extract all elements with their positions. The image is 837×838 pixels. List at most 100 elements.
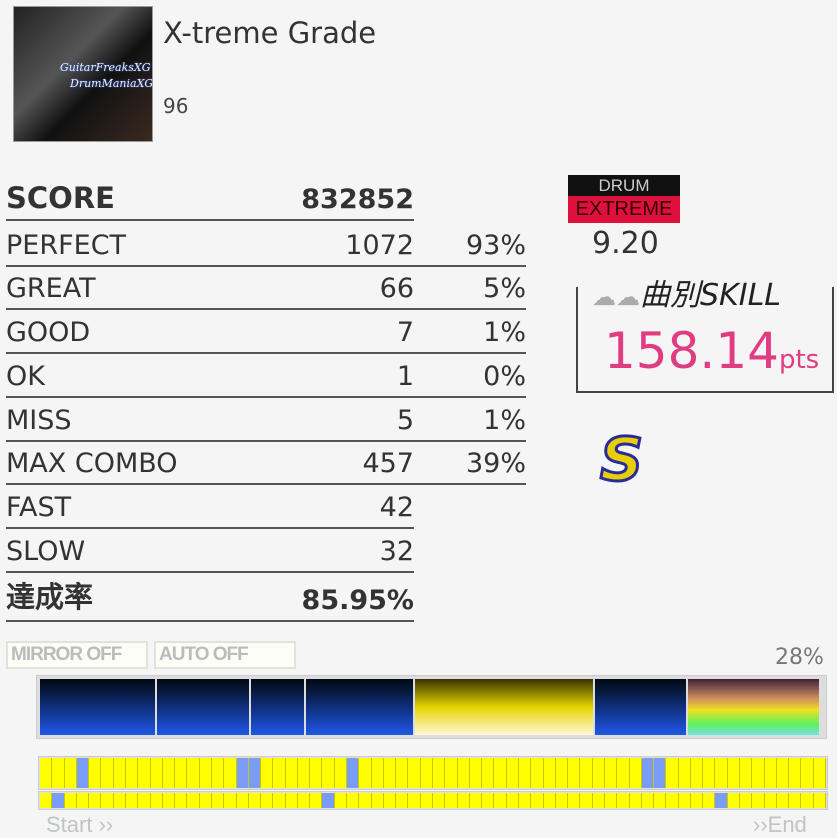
timeline-cell xyxy=(813,758,826,788)
score-row: SCORE 832852 xyxy=(6,176,414,221)
timeline-cell xyxy=(273,793,286,808)
timeline-cell xyxy=(224,793,237,808)
timeline-cell xyxy=(801,793,814,808)
timeline-cell xyxy=(654,793,667,808)
timeline-cell xyxy=(801,758,814,788)
timeline-cell xyxy=(211,793,225,808)
timeline-cell xyxy=(199,758,212,788)
stat-row-max-combo: MAX COMBO 457 39% xyxy=(6,440,526,485)
timeline-cell xyxy=(138,758,151,788)
timeline-cell xyxy=(64,793,77,808)
timeline-cell xyxy=(715,758,728,788)
timeline-cell xyxy=(40,793,53,808)
timeline-cell xyxy=(285,793,298,808)
timeline-cell xyxy=(347,793,360,808)
timeline-cell xyxy=(113,793,126,808)
timeline-cell xyxy=(150,758,163,788)
row-value: 85.95% xyxy=(301,585,414,616)
skill-title: 曲別SKILL xyxy=(640,278,781,313)
timeline-cell xyxy=(469,758,483,788)
start-label: Start ›› xyxy=(46,812,114,837)
skill-box xyxy=(576,287,834,393)
row-value: 7 xyxy=(396,317,414,348)
timeline-cell xyxy=(445,793,458,808)
timeline-cell xyxy=(125,793,139,808)
timeline-cell xyxy=(543,793,556,808)
timeline-cell xyxy=(482,793,495,808)
timeline-cell xyxy=(261,793,274,808)
timeline-cell xyxy=(285,758,298,788)
logo-guitarfreaks: GuitarFreaksXG xyxy=(60,61,151,74)
timeline-cell xyxy=(162,758,176,788)
cloud-icon: ☁☁ xyxy=(592,283,640,311)
timeline-cell xyxy=(690,758,704,788)
timeline-cell xyxy=(101,758,114,788)
difficulty-instrument: DRUM xyxy=(568,175,680,196)
timeline-cell xyxy=(187,758,200,788)
timeline-cell xyxy=(531,793,544,808)
row-percent: 0% xyxy=(483,361,526,392)
timeline-cell xyxy=(359,758,372,788)
row-label: FAST xyxy=(6,492,72,523)
progress-percent: 28% xyxy=(775,645,824,670)
timeline-cell xyxy=(175,793,188,808)
timeline-cell xyxy=(396,793,409,808)
row-label: 達成率 xyxy=(6,580,94,614)
timeline-cell xyxy=(236,758,249,788)
timeline-cell xyxy=(617,758,630,788)
timeline-cell xyxy=(592,758,605,788)
timeline-cell xyxy=(703,793,716,808)
skill-number: 158.14 xyxy=(604,322,779,380)
timeline-cell xyxy=(555,793,569,808)
gauge-segment xyxy=(414,679,593,735)
timeline-cell xyxy=(592,793,605,808)
timeline-cell xyxy=(310,758,323,788)
achievement-row: 達成率 85.95% xyxy=(6,577,414,622)
timeline-cell xyxy=(617,793,630,808)
timeline-cell xyxy=(383,758,397,788)
row-label: MAX COMBO xyxy=(6,448,178,479)
timeline-cell xyxy=(199,793,212,808)
timeline-cell xyxy=(740,793,753,808)
row-value: 32 xyxy=(379,536,414,567)
timeline-cell xyxy=(113,758,126,788)
stat-row-slow: SLOW 32 xyxy=(6,528,414,573)
timeline-cell xyxy=(359,793,372,808)
row-value: 42 xyxy=(379,492,414,523)
timeline-cell xyxy=(494,793,507,808)
timeline-cell xyxy=(310,793,323,808)
timeline-cell xyxy=(690,793,704,808)
timeline-cell xyxy=(52,758,65,788)
skill-header: ☁☁曲別SKILL xyxy=(586,270,787,314)
gauge-segment xyxy=(250,679,304,735)
timeline-cell xyxy=(580,793,593,808)
timeline-cell xyxy=(420,793,433,808)
timeline-cell xyxy=(641,758,655,788)
difficulty-name: EXTREME xyxy=(568,196,680,223)
row-value: 1 xyxy=(396,361,414,392)
timeline-cell xyxy=(727,758,741,788)
gauge-segment xyxy=(40,679,156,735)
timeline-cell xyxy=(715,793,728,808)
timeline-cell xyxy=(776,793,790,808)
row-percent: 39% xyxy=(465,448,526,479)
timeline-cell xyxy=(457,793,470,808)
timeline-cell xyxy=(408,758,421,788)
timeline-cell xyxy=(629,793,642,808)
timeline-cell xyxy=(236,793,249,808)
timeline-cell xyxy=(52,793,65,808)
timeline-cell xyxy=(678,758,691,788)
row-label: GOOD xyxy=(6,317,91,348)
song-title: X-treme Grade xyxy=(163,16,377,50)
timeline-cell xyxy=(568,758,581,788)
timeline-cell xyxy=(334,793,348,808)
logo-drummania: DrumManiaXG xyxy=(70,77,153,90)
gauge-band xyxy=(36,675,827,739)
gauge-segment xyxy=(688,679,819,735)
timeline-cell xyxy=(322,793,335,808)
timeline-cell xyxy=(248,793,262,808)
difficulty-level: 9.20 xyxy=(592,226,659,261)
timeline-cell xyxy=(211,758,225,788)
skill-unit: pts xyxy=(778,345,820,375)
row-percent: 1% xyxy=(483,317,526,348)
